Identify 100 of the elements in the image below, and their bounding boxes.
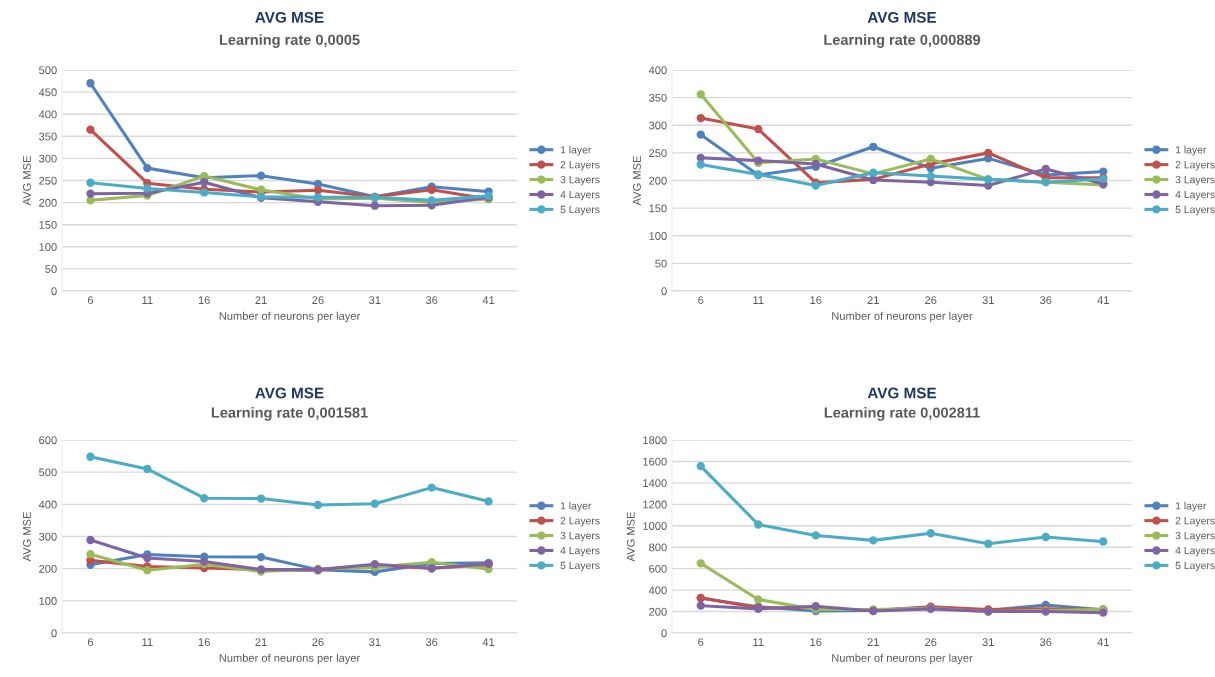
x-tick-label: 36 xyxy=(1039,638,1052,647)
point xyxy=(86,196,95,205)
y-axis-title: AVG MSE xyxy=(22,156,31,206)
x-tick-label: 41 xyxy=(482,638,495,646)
x-axis-title: Number of neurons per layer xyxy=(219,311,361,323)
point xyxy=(696,559,705,568)
y-tick-label: 1600 xyxy=(643,457,667,466)
point xyxy=(984,148,993,158)
y-axis-title: AVG MSE xyxy=(22,512,31,562)
y-tick-label: 1200 xyxy=(643,500,667,509)
point xyxy=(256,494,266,503)
y-tick-label: 100 xyxy=(39,597,57,605)
x-tick-label: 11 xyxy=(142,296,153,304)
y-tick-label: 400 xyxy=(648,586,667,595)
y-tick-label: 100 xyxy=(649,232,667,240)
y-tick-label: 0 xyxy=(661,287,667,296)
x-axis-title: Number of neurons per layer xyxy=(219,653,361,665)
y-tick-label: 0 xyxy=(51,287,57,296)
y-tick-label: 200 xyxy=(39,564,57,573)
chart-title: AVG MSE xyxy=(255,11,324,23)
x-tick-label: 26 xyxy=(925,296,937,305)
chart-subtitle: Learning rate 0,000889 xyxy=(824,34,981,48)
y-tick-label: 500 xyxy=(39,468,57,477)
y-tick-label: 1400 xyxy=(643,479,667,488)
x-tick-label: 21 xyxy=(255,296,267,304)
point xyxy=(696,113,705,123)
x-tick-label: 41 xyxy=(482,296,495,304)
y-tick-label: 450 xyxy=(38,88,57,97)
x-tick-label: 31 xyxy=(369,296,381,305)
point xyxy=(754,595,763,604)
y-axis-title: AVG MSE xyxy=(626,512,635,562)
y-tick-label: 400 xyxy=(648,66,667,75)
x-tick-label: 31 xyxy=(982,296,994,305)
legend-label: 4 Layers xyxy=(1175,546,1215,557)
y-tick-label: 300 xyxy=(39,154,57,163)
y-tick-label: 600 xyxy=(649,564,667,573)
y-tick-label: 50 xyxy=(655,259,667,268)
x-tick-label: 21 xyxy=(867,638,879,646)
x-tick-label: 41 xyxy=(1097,638,1109,646)
legend-label: 5 Layers xyxy=(1175,561,1215,572)
point xyxy=(926,171,935,181)
point xyxy=(696,160,705,169)
chart-subtitle: Learning rate 0,002811 xyxy=(824,407,980,421)
y-tick-label: 50 xyxy=(45,265,57,274)
y-tick-label: 300 xyxy=(649,121,667,130)
x-tick-label: 26 xyxy=(312,296,324,305)
y-tick-label: 150 xyxy=(649,204,667,213)
y-tick-label: 150 xyxy=(39,220,57,229)
x-tick-label: 31 xyxy=(982,638,994,647)
legend-label: 1 layer xyxy=(560,501,592,512)
y-tick-label: 1800 xyxy=(643,436,667,445)
point xyxy=(86,452,95,461)
x-tick-label: 41 xyxy=(1097,296,1109,304)
y-tick-label: 300 xyxy=(39,532,57,541)
y-tick-label: 200 xyxy=(39,198,57,207)
x-tick-label: 11 xyxy=(142,638,153,646)
chart-subtitle: Learning rate 0,0005 xyxy=(219,34,360,48)
chart-title: AVG MSE xyxy=(867,387,937,399)
x-tick-label: 31 xyxy=(369,638,381,647)
legend-label: 3 Layers xyxy=(560,175,600,186)
point xyxy=(1041,164,1050,174)
chart-subtitle: Learning rate 0,001581 xyxy=(211,407,368,421)
x-tick-label: 16 xyxy=(198,638,210,647)
point xyxy=(754,520,763,529)
legend-label: 3 Layers xyxy=(1175,175,1215,186)
y-tick-label: 800 xyxy=(649,543,667,552)
point xyxy=(86,178,95,187)
point xyxy=(143,184,152,193)
point xyxy=(696,461,705,471)
point xyxy=(256,171,266,180)
point xyxy=(200,178,209,187)
legend-label: 5 Layers xyxy=(560,561,600,572)
y-tick-label: 400 xyxy=(38,500,57,509)
x-tick-label: 11 xyxy=(753,638,764,646)
x-tick-label: 16 xyxy=(810,638,822,647)
point xyxy=(86,550,95,559)
y-axis-title: AVG MSE xyxy=(632,156,641,206)
x-tick-label: 36 xyxy=(1039,296,1052,305)
point xyxy=(313,186,323,195)
x-tick-label: 6 xyxy=(698,638,704,647)
point xyxy=(696,90,705,99)
point xyxy=(370,201,379,210)
legend-label: 2 Layers xyxy=(560,161,600,171)
y-tick-label: 400 xyxy=(38,110,57,119)
point xyxy=(869,536,878,545)
legend-label: 5 Layers xyxy=(560,205,600,216)
point xyxy=(427,483,436,492)
point xyxy=(811,531,820,540)
point xyxy=(313,500,323,510)
x-tick-label: 16 xyxy=(810,296,822,305)
x-tick-label: 26 xyxy=(925,638,937,647)
legend-label: 1 layer xyxy=(560,145,592,156)
y-tick-label: 100 xyxy=(39,243,57,251)
point xyxy=(143,553,152,563)
legend-label: 1 layer xyxy=(1175,501,1207,512)
point xyxy=(696,601,705,610)
legend-label: 1 layer xyxy=(1175,145,1207,156)
legend-label: 3 Layers xyxy=(1175,531,1215,542)
point xyxy=(86,79,95,88)
x-tick-label: 26 xyxy=(312,638,324,647)
